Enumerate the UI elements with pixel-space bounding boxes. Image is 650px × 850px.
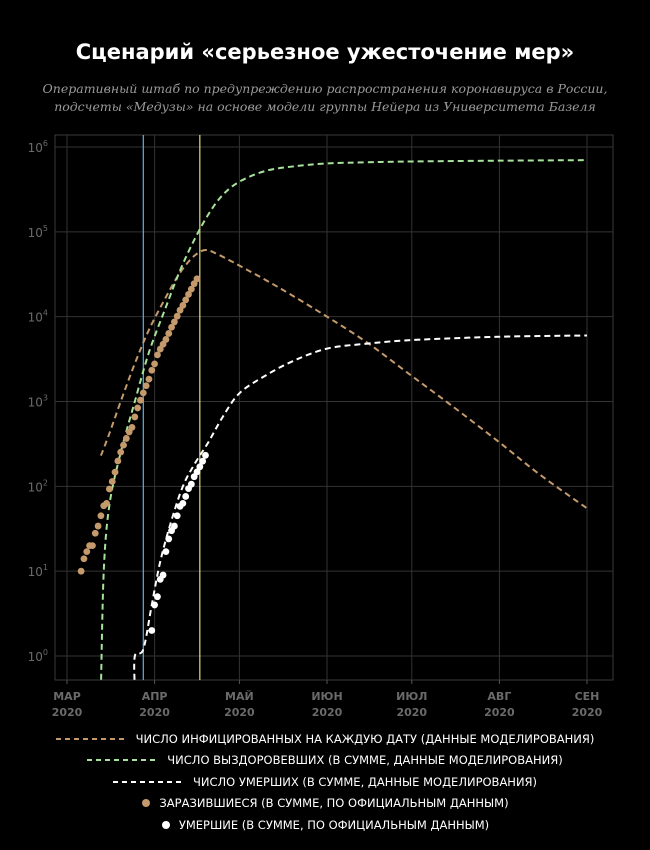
chart-subtitle: Оперативный штаб по предупреждению распр… bbox=[0, 80, 650, 116]
subtitle-line-2: подсчеты «Медузы» на основе модели групп… bbox=[54, 99, 596, 114]
series-deaths-official-point bbox=[187, 480, 195, 488]
series-infected-official-point bbox=[154, 351, 161, 359]
legend-swatch-dot-tan bbox=[142, 799, 151, 808]
series-deaths-official-point bbox=[170, 522, 178, 530]
series-infected-official-point bbox=[165, 330, 173, 337]
series-infected-official-point bbox=[117, 448, 125, 456]
series-infected-official-point bbox=[185, 290, 192, 298]
x-tick-label-year: 2020 bbox=[572, 706, 603, 719]
series-infected-official-point bbox=[128, 424, 136, 431]
series-infected-official-point bbox=[77, 567, 85, 575]
series-infected-official-point bbox=[179, 301, 187, 309]
chart: 100 101 102 103 104 105 106 МАР 2020 АПР 2020 МАЙ 20… bbox=[28, 134, 614, 719]
series-deaths-official-point bbox=[162, 548, 170, 556]
series-infected-official-point bbox=[97, 512, 105, 520]
series-deaths-official-point bbox=[173, 512, 181, 520]
legend-label: УМЕРШИЕ (В СУММЕ, ПО ОФИЦИАЛЬНЫМ ДАННЫМ) bbox=[178, 817, 490, 832]
x-tick-label-year: 2020 bbox=[396, 706, 427, 719]
x-tick-label-month: АПР bbox=[142, 690, 168, 703]
series-infected-official-point bbox=[173, 312, 181, 320]
subtitle-line-1: Оперативный штаб по предупреждению распр… bbox=[42, 81, 608, 96]
y-tick-label: 105 bbox=[28, 224, 48, 240]
series-infected-official-point bbox=[187, 285, 195, 293]
legend-label: ЧИСЛО УМЕРШИХ (В СУММЕ, ДАННЫЕ МОДЕЛИРОВ… bbox=[192, 774, 538, 789]
y-tick-label: 100 bbox=[28, 648, 48, 664]
series-deaths-official-point bbox=[199, 457, 207, 465]
x-tick-label-year: 2020 bbox=[312, 706, 343, 719]
legend-item-infected-model: ЧИСЛО ИНФИЦИРОВАННЫХ НА КАЖДУЮ ДАТУ (ДАН… bbox=[0, 728, 650, 750]
series-infected-official-point bbox=[148, 366, 156, 374]
legend: ЧИСЛО ИНФИЦИРОВАННЫХ НА КАЖДУЮ ДАТУ (ДАН… bbox=[0, 728, 650, 836]
y-tick-label: 101 bbox=[28, 563, 48, 579]
series-deaths-official-point bbox=[165, 535, 173, 543]
series-infected-official-point bbox=[91, 529, 99, 537]
legend-swatch-dashed-tan bbox=[55, 737, 128, 740]
legend-swatch-dot-white bbox=[161, 820, 170, 829]
series-infected-official-point bbox=[111, 468, 119, 476]
legend-label: ЧИСЛО ИНФИЦИРОВАННЫХ НА КАЖДУЮ ДАТУ (ДАН… bbox=[135, 731, 595, 746]
y-tick-label: 102 bbox=[28, 478, 48, 494]
legend-item-deaths-official: УМЕРШИЕ (В СУММЕ, ПО ОФИЦИАЛЬНЫМ ДАННЫМ) bbox=[0, 814, 650, 836]
series-infected-official-point bbox=[142, 382, 150, 390]
series-infected-official-point bbox=[139, 389, 147, 397]
series-infected-official-point bbox=[170, 318, 178, 326]
x-tick-label-month: ИЮЛ bbox=[396, 690, 427, 703]
series-infected-official-point bbox=[114, 457, 122, 465]
y-tick-label: 103 bbox=[28, 394, 48, 410]
series-infected-official-point bbox=[122, 435, 130, 442]
x-tick-label-year: 2020 bbox=[52, 706, 83, 719]
legend-item-infected-official: ЗАРАЗИВШИЕСЯ (В СУММЕ, ПО ОФИЦИАЛЬНЫМ ДА… bbox=[0, 793, 650, 815]
x-tick-label-year: 2020 bbox=[139, 706, 170, 719]
legend-label: ЗАРАЗИВШИЕСЯ (В СУММЕ, ПО ОФИЦИАЛЬНЫМ ДА… bbox=[159, 796, 509, 811]
series-deaths-official-point bbox=[154, 593, 161, 601]
series-infected-official-point bbox=[168, 323, 175, 331]
series-deaths-official-point bbox=[159, 571, 167, 579]
x-tick-label-year: 2020 bbox=[484, 706, 515, 719]
x-tick-label-month: АВГ bbox=[487, 690, 511, 703]
legend-swatch-dashed-white bbox=[112, 780, 185, 783]
series-recovered-model-line bbox=[100, 159, 588, 680]
series-infected-official-point bbox=[105, 485, 113, 493]
x-tick-label-month: МАР bbox=[53, 690, 81, 703]
series-infected-official-point bbox=[151, 360, 159, 368]
chart-title: Сценарий «серьезное ужесточение мер» bbox=[75, 40, 575, 64]
series-infected-official-point bbox=[131, 413, 139, 421]
series-deaths-official-point bbox=[182, 493, 190, 500]
plot-frame bbox=[54, 134, 614, 681]
series-infected-official-point bbox=[182, 296, 190, 304]
series-infected-official-point bbox=[103, 499, 110, 507]
series-infected-official-point bbox=[162, 336, 170, 343]
series-infected-official-point bbox=[137, 396, 144, 404]
series-deaths-official-point bbox=[202, 451, 209, 459]
x-tick-label-month: МАЙ bbox=[225, 690, 254, 703]
series-infected-official-point bbox=[89, 542, 96, 550]
series-infected-official-point bbox=[80, 555, 88, 563]
series-deaths-official-point bbox=[151, 601, 159, 609]
x-tick-label-month: ИЮН bbox=[311, 690, 342, 703]
series-deaths-official-point bbox=[179, 499, 187, 507]
y-tick-label: 104 bbox=[28, 309, 48, 325]
y-tick-label: 106 bbox=[28, 139, 48, 155]
series-infected-official-point bbox=[193, 275, 201, 283]
series-infected-official-point bbox=[83, 548, 91, 556]
legend-swatch-dashed-green bbox=[87, 759, 160, 762]
x-tick-label-year: 2020 bbox=[224, 706, 255, 719]
legend-item-recovered-model: ЧИСЛО ВЫЗДОРОВЕВШИХ (В СУММЕ, ДАННЫЕ МОД… bbox=[0, 750, 650, 772]
series-infected-official-point bbox=[94, 522, 102, 530]
series-infected-official-point bbox=[145, 375, 153, 383]
legend-item-deaths-model: ЧИСЛО УМЕРШИХ (В СУММЕ, ДАННЫЕ МОДЕЛИРОВ… bbox=[0, 771, 650, 793]
series-deaths-official-point bbox=[196, 463, 204, 471]
series-deaths-model-line bbox=[133, 334, 588, 680]
x-tick-label-month: СЕН bbox=[575, 690, 600, 703]
series-deaths-official-point bbox=[148, 627, 156, 634]
legend-label: ЧИСЛО ВЫЗДОРОВЕВШИХ (В СУММЕ, ДАННЫЕ МОД… bbox=[167, 753, 563, 768]
series-infected-official-point bbox=[134, 404, 142, 412]
series-infected-official-point bbox=[108, 478, 116, 485]
series-infected-official-point bbox=[120, 441, 127, 449]
series-deaths-official-point bbox=[193, 468, 201, 476]
